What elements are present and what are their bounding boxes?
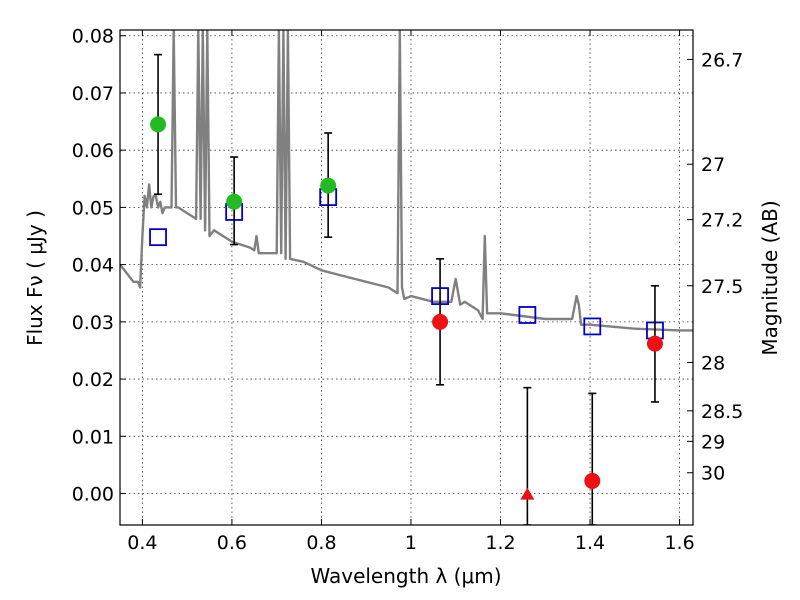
upper-limit-point [520, 487, 535, 500]
y-tick-label: 0.06 [72, 140, 114, 162]
y-tick-label: 0.02 [72, 369, 114, 391]
magnitude-tick-label: 27.5 [701, 276, 743, 298]
optical-detections-point [150, 116, 167, 133]
x-tick-label: 0.4 [127, 532, 157, 554]
x-tick-label: 1.2 [485, 532, 515, 554]
magnitude-tick-label: 27.2 [701, 210, 743, 232]
axes: 0.4 0.6 0.8 1 1.2 1.4 1.6 0.00 0.01 0.02 0.03 0.04 0… [72, 26, 744, 554]
y-tick-label: 0.01 [72, 426, 114, 448]
y-tick-label: 0.04 [72, 255, 114, 277]
magnitude-tick-label: 28 [701, 352, 725, 374]
x-axis-title: Wavelength λ (μm) [310, 564, 501, 588]
magnitude-axis-title: Magnitude (AB) [758, 200, 782, 355]
model-photometry-point [149, 228, 167, 247]
magnitude-tick-label: 28.5 [701, 401, 743, 423]
y-tick-label: 0.03 [72, 312, 114, 334]
near-ir-detections-point [646, 335, 663, 352]
near-ir-detections-point [432, 313, 449, 330]
magnitude-tick-label: 27 [701, 154, 725, 176]
magnitude-tick-label: 30 [701, 463, 725, 485]
y-tick-label: 0.05 [72, 197, 114, 219]
magnitude-tick-label: 26.7 [701, 49, 743, 71]
grid [120, 30, 693, 525]
x-tick-label: 1.6 [664, 532, 694, 554]
y-tick-label: 0.07 [72, 83, 114, 105]
y-tick-label: 0.08 [72, 26, 114, 48]
plot-frame [119, 29, 694, 526]
plot-area [120, 30, 693, 525]
optical-detections-point [226, 193, 243, 210]
model-sed-line [120, 30, 693, 332]
x-tick-label: 1 [405, 532, 417, 554]
y-axis-title: Flux Fν ( μJy ) [23, 210, 47, 346]
magnitude-tick-label: 29 [701, 431, 725, 453]
x-tick-label: 0.6 [217, 532, 247, 554]
model-photometry-point [583, 317, 602, 336]
optical-detections-point [320, 177, 337, 194]
x-tick-label: 0.8 [306, 532, 336, 554]
x-tick-label: 1.4 [575, 532, 605, 554]
near-ir-detections-point [584, 472, 601, 489]
y-tick-label: 0.00 [72, 484, 114, 506]
model-photometry-point [518, 306, 537, 324]
